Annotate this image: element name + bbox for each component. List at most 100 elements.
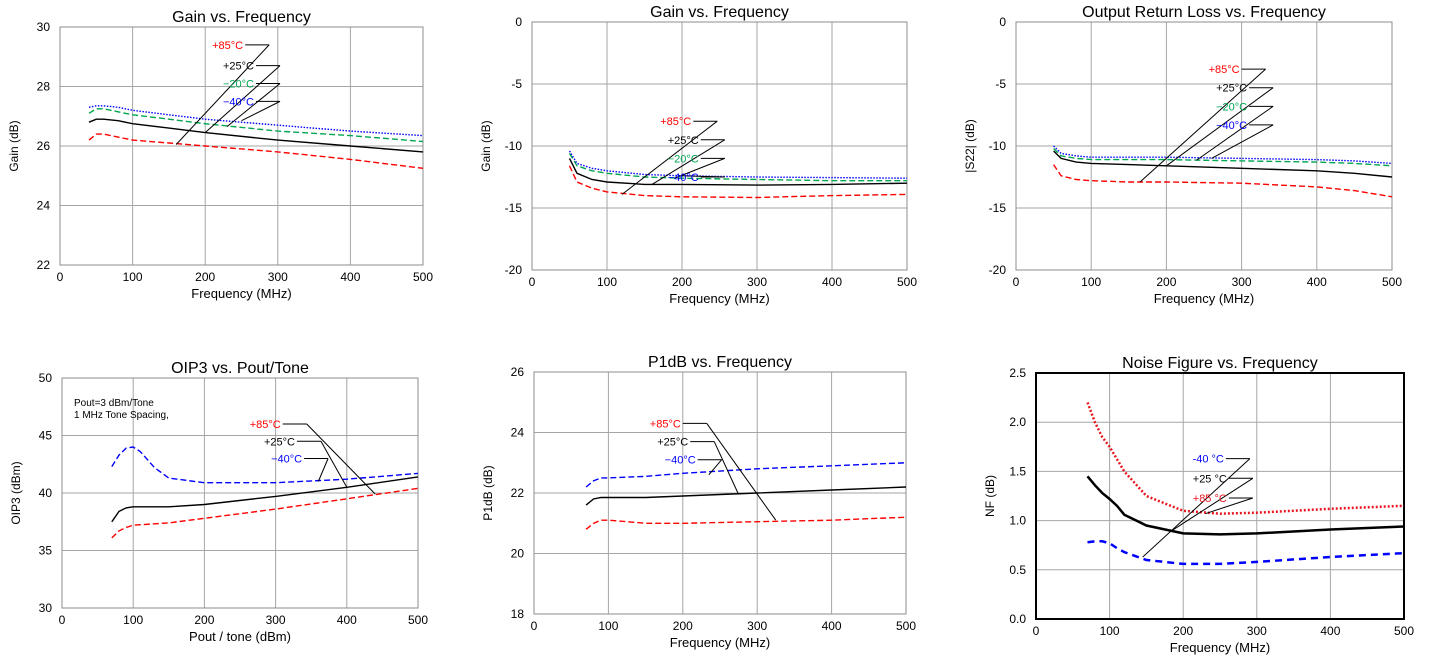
callout-leader xyxy=(1166,87,1274,167)
x-axis-label: Frequency (MHz) xyxy=(669,291,769,306)
x-tick-label: 100 xyxy=(123,613,143,627)
callout-label: +85°C xyxy=(212,40,243,52)
plot-frame xyxy=(531,21,908,271)
callout-leader xyxy=(175,44,270,145)
y-tick-label: -10 xyxy=(505,139,523,153)
plot-frame xyxy=(59,26,424,266)
callout-leader xyxy=(674,157,725,179)
series-line xyxy=(88,108,424,143)
x-axis-label: Frequency (MHz) xyxy=(1154,291,1254,306)
y-tick-label: 24 xyxy=(37,199,51,213)
callout-leader xyxy=(708,459,723,476)
callout-label: +85°C xyxy=(250,419,281,431)
y-axis-label: Gain (dB) xyxy=(7,120,21,171)
callout-label: −40°C xyxy=(665,455,696,467)
callout-label: +25°C xyxy=(264,436,295,448)
x-tick-label: 200 xyxy=(1156,275,1176,289)
callout-leader xyxy=(1205,497,1253,515)
y-tick-label: 2.0 xyxy=(1009,415,1026,429)
series-line xyxy=(1087,540,1405,566)
callout-label: −20°C xyxy=(1216,101,1247,113)
callout-label: −40°C xyxy=(668,172,699,184)
x-tick-label: 300 xyxy=(266,613,286,627)
y-tick-label: -5 xyxy=(995,77,1006,91)
callout-leader xyxy=(713,441,740,495)
y-tick-label: 35 xyxy=(39,544,53,558)
callout-label: +85°C xyxy=(660,116,691,128)
series-line xyxy=(1086,475,1405,536)
y-tick-label: 26 xyxy=(37,139,51,153)
chart-6: 0 100 200 300 400 500 0.0 0.5 1.0 1.5 2.0 2.5 Noise … xyxy=(983,355,1414,655)
callout-leader xyxy=(1171,477,1254,531)
chart-title: OIP3 vs. Pout/Tone xyxy=(171,360,309,377)
x-tick-label: 100 xyxy=(1100,624,1120,638)
callout-leader xyxy=(681,175,725,178)
series-line xyxy=(88,133,424,169)
callout-leader xyxy=(706,423,777,521)
y-axis-label: OIP3 (dBm) xyxy=(9,461,23,524)
callout-leader xyxy=(1142,458,1251,558)
callout-label: +85°C xyxy=(1209,64,1240,76)
x-tick-label: 500 xyxy=(1394,624,1414,638)
series-line xyxy=(111,446,419,484)
series-line xyxy=(1086,402,1405,515)
y-tick-label: 22 xyxy=(37,258,51,272)
y-tick-label: 22 xyxy=(511,486,525,500)
callout-leader xyxy=(226,83,281,128)
callout-label: +25°C xyxy=(1216,83,1247,95)
y-tick-label: 30 xyxy=(39,601,53,615)
chart-title: Output Return Loss vs. Frequency xyxy=(1082,4,1326,21)
x-tick-label: 0 xyxy=(57,270,64,284)
y-tick-label: 2.5 xyxy=(1009,366,1026,380)
callout-leader xyxy=(306,423,376,495)
x-tick-label: 200 xyxy=(195,270,215,284)
x-tick-label: 300 xyxy=(268,270,288,284)
x-tick-label: 500 xyxy=(408,613,428,627)
x-tick-label: 400 xyxy=(1320,624,1340,638)
chart-5: 0 100 200 300 400 500 18 20 22 24 26 P1dB vs. Frequ… xyxy=(481,354,916,650)
callout-label: +25°C xyxy=(657,437,688,449)
x-tick-label: 500 xyxy=(1382,275,1402,289)
chart-title: Gain vs. Frequency xyxy=(650,4,789,21)
y-tick-label: 20 xyxy=(511,547,525,561)
callout-label: +25°C xyxy=(668,135,699,147)
x-tick-label: 200 xyxy=(672,275,692,289)
y-tick-label: 0 xyxy=(999,15,1006,29)
y-tick-label: -20 xyxy=(989,263,1007,277)
y-tick-label: 0.0 xyxy=(1009,612,1026,626)
x-tick-label: 100 xyxy=(1081,275,1101,289)
x-tick-label: 200 xyxy=(194,613,214,627)
callout-label: −20°C xyxy=(668,153,699,165)
x-axis-label: Frequency (MHz) xyxy=(191,286,291,301)
y-tick-label: 30 xyxy=(37,20,51,34)
x-tick-label: 500 xyxy=(897,275,917,289)
series-line xyxy=(111,476,419,523)
series-line xyxy=(568,158,908,186)
y-tick-label: 26 xyxy=(511,365,525,379)
callout-label: −20°C xyxy=(223,79,254,91)
callout-label: −40°C xyxy=(1216,120,1247,132)
x-tick-label: 0 xyxy=(1013,275,1020,289)
callout-label: +85°C xyxy=(650,418,681,430)
x-axis-label: Frequency (MHz) xyxy=(670,635,770,650)
series-line xyxy=(585,516,907,530)
plot-frame xyxy=(1035,372,1405,620)
y-tick-label: -20 xyxy=(505,263,523,277)
callout-label: -40 °C xyxy=(1193,454,1224,466)
x-axis-label: Frequency (MHz) xyxy=(1170,640,1270,655)
series-line xyxy=(585,462,907,488)
x-axis-label: Pout / tone (dBm) xyxy=(189,629,291,644)
x-tick-label: 100 xyxy=(597,275,617,289)
callout-leader xyxy=(204,65,281,133)
callout-leader xyxy=(1196,105,1274,161)
x-tick-label: 400 xyxy=(1307,275,1327,289)
x-tick-label: 500 xyxy=(413,270,433,284)
x-tick-label: 0 xyxy=(531,619,538,633)
y-tick-label: 45 xyxy=(39,429,53,443)
x-tick-label: 400 xyxy=(822,619,842,633)
callout-leader xyxy=(320,441,348,488)
y-tick-label: 0 xyxy=(515,15,522,29)
chart-2: 0 100 200 300 400 500 -20 -15 -10 -5 0 Gain vs. Fre… xyxy=(479,4,917,306)
y-tick-label: -15 xyxy=(505,201,523,215)
callout-label: −40°C xyxy=(271,454,302,466)
